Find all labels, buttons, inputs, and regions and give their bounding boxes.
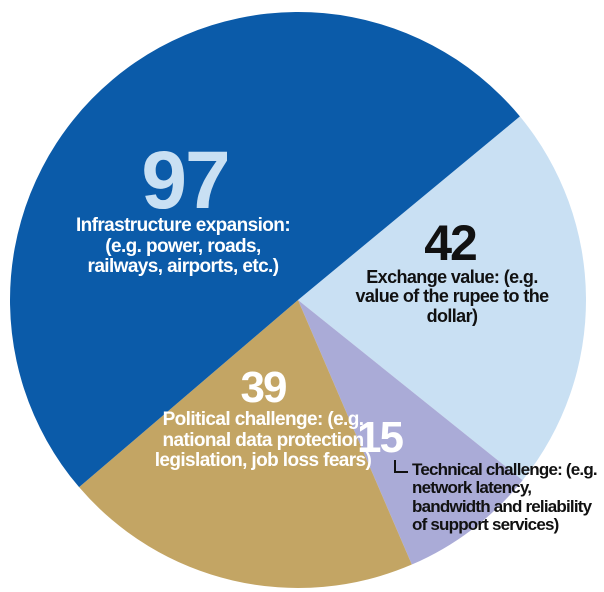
pie-slice [298, 116, 586, 481]
value-label: 42 [424, 215, 478, 271]
pie-slice [79, 300, 412, 588]
pie [9, 11, 586, 588]
leader-bracket [394, 460, 408, 473]
slice-label: Infrastructure expansion: (e.g. power, r… [75, 215, 291, 278]
pie-slice [9, 11, 520, 488]
pie-slice [298, 300, 523, 565]
slice-label: Technical challenge: (e.g. network laten… [412, 460, 598, 535]
value-label: 15 [357, 413, 404, 462]
slice-label: Political challenge: (e.g. national data… [154, 409, 372, 472]
value-label: 97 [141, 135, 230, 226]
value-label: 39 [240, 363, 288, 412]
slice-label: Exchange value: (e.g. value of the rupee… [355, 267, 549, 326]
